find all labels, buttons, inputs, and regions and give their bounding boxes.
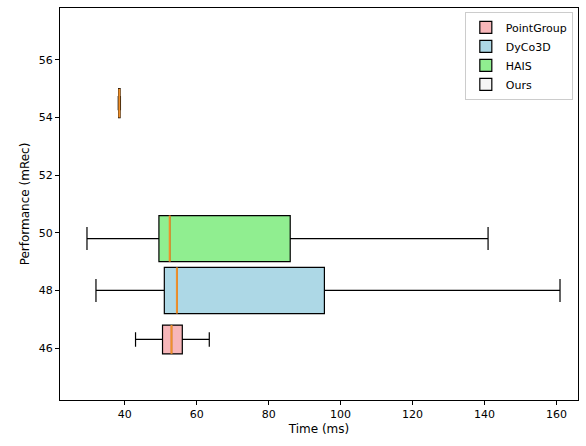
svg-text:50: 50 xyxy=(39,227,53,240)
svg-text:140: 140 xyxy=(474,408,495,421)
svg-text:46: 46 xyxy=(39,342,53,355)
svg-text:60: 60 xyxy=(190,408,204,421)
svg-text:HAIS: HAIS xyxy=(506,60,532,73)
svg-text:PointGroup: PointGroup xyxy=(506,22,567,35)
svg-text:80: 80 xyxy=(262,408,276,421)
svg-text:Performance (mRec): Performance (mRec) xyxy=(18,143,32,266)
svg-text:48: 48 xyxy=(39,284,53,297)
svg-text:40: 40 xyxy=(118,408,132,421)
svg-text:100: 100 xyxy=(330,408,351,421)
svg-text:160: 160 xyxy=(546,408,567,421)
svg-text:DyCo3D: DyCo3D xyxy=(506,41,551,54)
svg-text:120: 120 xyxy=(402,408,423,421)
svg-text:56: 56 xyxy=(39,54,53,67)
svg-text:52: 52 xyxy=(39,169,53,182)
svg-text:54: 54 xyxy=(39,111,53,124)
svg-text:Time (ms): Time (ms) xyxy=(288,422,350,436)
svg-text:Ours: Ours xyxy=(506,79,532,92)
